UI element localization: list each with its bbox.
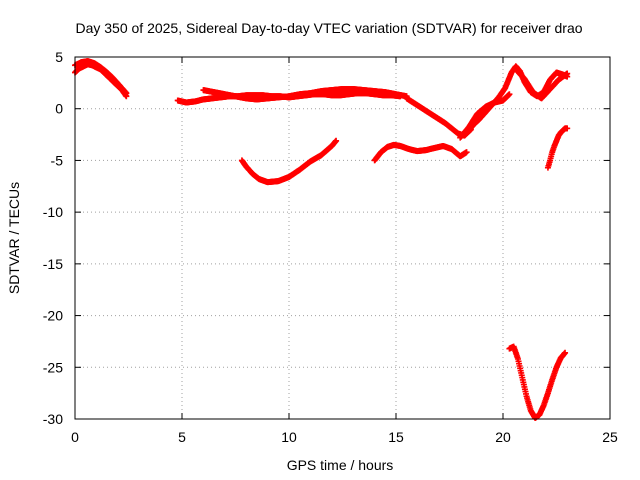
x-tick-labels: 0 5 10 15 20 25 [71,429,618,445]
y-tick-labels: 5 0 -5 -10 -15 -20 -25 -30 [43,49,63,427]
series-11 [506,343,569,421]
series-9 [512,66,571,102]
y-tick-label: 0 [55,101,63,117]
series-8 [457,91,513,141]
x-tick-label: 5 [178,429,186,445]
data-point [506,91,513,98]
x-tick-label: 15 [388,429,404,445]
data-point [333,137,340,144]
series-3 [200,86,410,103]
series-10 [544,125,571,171]
data-point [564,125,571,132]
y-tick-label: 5 [55,49,63,65]
y-tick-label: -15 [43,256,63,272]
data-point [463,149,470,156]
plot-frame [74,56,611,420]
series-6 [371,141,470,164]
x-tick-label: 0 [71,429,79,445]
y-tick-label: -25 [43,359,63,375]
series-5 [238,137,340,186]
y-tick-label: -30 [43,411,63,427]
data-point [564,70,571,77]
chart-title: Day 350 of 2025, Sidereal Day-to-day VTE… [75,20,582,36]
y-tick-label: -5 [51,152,64,168]
x-tick-label: 25 [602,429,618,445]
data-point [123,90,130,97]
y-axis-label: SDTVAR / TECUs [6,182,22,294]
series-1 [72,58,130,97]
x-tick-label: 20 [495,429,511,445]
x-axis-label: GPS time / hours [287,457,394,473]
data-points [72,58,571,421]
y-tick-label: -10 [43,204,63,220]
axis-ticks [74,56,611,420]
grid-lines [75,57,610,419]
x-tick-label: 10 [281,429,297,445]
data-point [562,349,569,356]
y-tick-label: -20 [43,308,63,324]
